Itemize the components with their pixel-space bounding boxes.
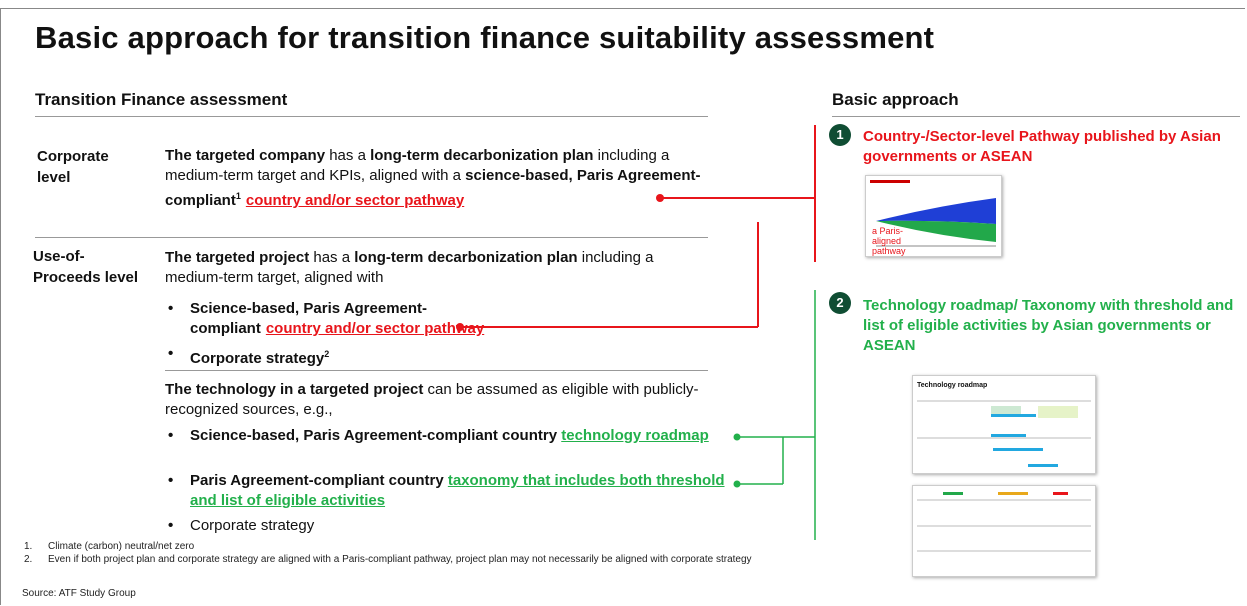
footnote-number: 1.: [24, 541, 32, 553]
footnote-text: Climate (carbon) neutral/net zero: [48, 541, 818, 553]
footnote-text: Even if both project plan and corporate …: [48, 554, 818, 566]
rule: [832, 116, 1240, 117]
row-label: Corporate level: [37, 146, 137, 188]
approach-text: Country-/Sector-level Pathway published …: [863, 127, 1243, 167]
title: Basic approach for transition finance su…: [35, 20, 934, 56]
row-text: The targeted project has a long-term dec…: [165, 248, 715, 288]
thumb-cell: [1038, 406, 1078, 418]
bold: Corporate strategy: [190, 350, 324, 367]
thumbnail-roadmap: [913, 376, 1095, 473]
thumbnail-table: [913, 486, 1095, 576]
step-number: 2: [829, 292, 851, 314]
thumb-bar: [1028, 464, 1058, 467]
row-label: Use-of-Proceeds level: [33, 246, 143, 288]
thumb-bar: [991, 434, 1026, 437]
source: Source: ATF Study Group: [22, 588, 136, 600]
sup: 2: [324, 349, 329, 359]
green-link[interactable]: technology roadmap: [561, 427, 709, 444]
bullet: Paris Agreement-compliant country taxono…: [190, 471, 730, 511]
bold: Science-based, Paris Agreement-compliant…: [190, 427, 561, 444]
red-link[interactable]: country and/or sector pathway: [246, 192, 464, 209]
thumbnail-label: Technology roadmap: [917, 382, 987, 389]
roadmap-thumbnail: Technology roadmap: [912, 375, 1096, 474]
bold: The targeted company: [165, 147, 325, 164]
footnote: 2.Even if both project plan and corporat…: [28, 554, 818, 566]
text: has a: [309, 249, 354, 266]
thumb-cell: [998, 492, 1028, 495]
rule: [165, 370, 708, 371]
text: Corporate strategy: [190, 517, 314, 534]
rule: [35, 237, 708, 238]
bullet: Science-based, Paris Agreement-compliant…: [190, 299, 530, 339]
rule: [35, 116, 708, 117]
thumb-bar: [991, 414, 1036, 417]
left-heading: Transition Finance assessment: [35, 90, 287, 110]
thumb-title: [870, 180, 910, 183]
bullet: Corporate strategy: [190, 516, 720, 536]
thumb-cell: [1053, 492, 1068, 495]
thumb-cell: [943, 492, 963, 495]
thumbnail-label: a Paris-aligned pathway: [872, 226, 932, 256]
right-heading: Basic approach: [832, 90, 959, 110]
bold: Paris Agreement-compliant country: [190, 472, 448, 489]
bold: long-term decarbonization plan: [354, 249, 577, 266]
taxonomy-thumbnail: [912, 485, 1096, 577]
red-link[interactable]: country and/or sector pathway: [266, 320, 484, 337]
sup: 1: [236, 191, 241, 201]
bold: long-term decarbonization plan: [370, 147, 593, 164]
step-number: 1: [829, 124, 851, 146]
pathway-thumbnail: a Paris-aligned pathway: [865, 175, 1002, 257]
bold: The technology in a targeted project: [165, 381, 423, 398]
approach-text: Technology roadmap/ Taxonomy with thresh…: [863, 296, 1243, 356]
page: Basic approach for transition finance su…: [0, 0, 1247, 606]
bullet: Science-based, Paris Agreement-compliant…: [190, 426, 720, 446]
footnote: 1.Climate (carbon) neutral/net zero: [28, 541, 818, 553]
row-text: The targeted company has a long-term dec…: [165, 146, 725, 211]
bullet: Corporate strategy2: [190, 344, 530, 369]
footnote-number: 2.: [24, 554, 32, 566]
row-text: The technology in a targeted project can…: [165, 380, 725, 420]
thumb-bar: [993, 448, 1043, 451]
bold: The targeted project: [165, 249, 309, 266]
text: has a: [325, 147, 370, 164]
